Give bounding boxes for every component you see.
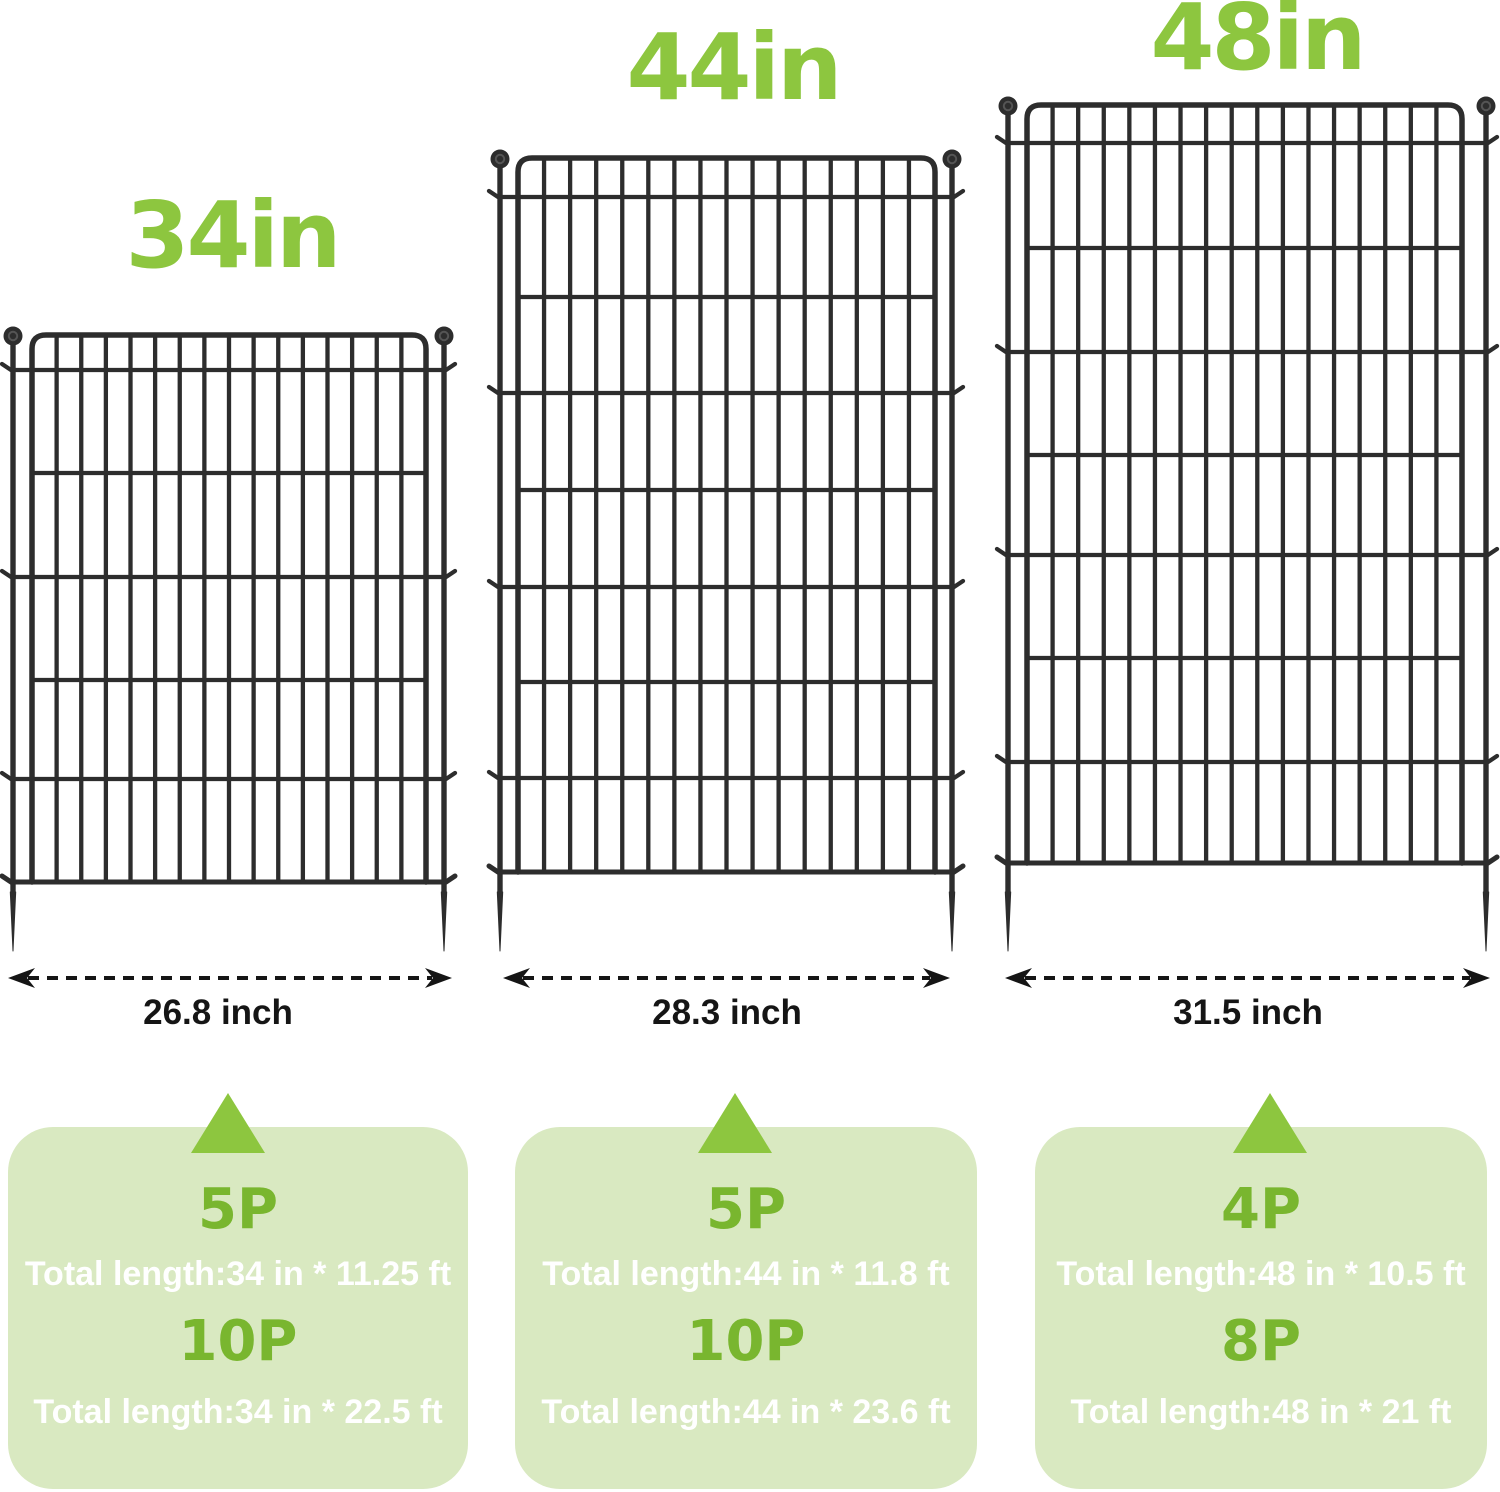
fence-panel-large xyxy=(994,96,1500,952)
ball-finial xyxy=(1476,96,1496,116)
ball-finial xyxy=(942,149,962,169)
pack-total-length: Total length:34 in * 22.5 ft xyxy=(33,1393,443,1431)
fence-panel-medium xyxy=(486,149,966,952)
arrowhead-left-icon xyxy=(503,968,530,988)
fence-width-label-small: 26.8 inch xyxy=(143,993,293,1032)
up-triangle-icon xyxy=(191,1093,265,1153)
pack-quantity: 10P xyxy=(178,1309,298,1374)
dimension-arrow xyxy=(1005,968,1490,988)
pack-total-length: Total length:48 in * 21 ft xyxy=(1070,1393,1452,1431)
fence-height-title-medium: 44in xyxy=(626,14,842,121)
dimension-arrow xyxy=(8,968,452,988)
pack-info-card-small: 5P Total length:34 in * 11.25 ft 10P Tot… xyxy=(8,1127,468,1489)
fence-height-title-large: 48in xyxy=(1150,0,1366,91)
fence-height-title-small: 34in xyxy=(125,182,341,289)
pack-quantity: 5P xyxy=(705,1177,786,1242)
fence-width-label-medium: 28.3 inch xyxy=(652,993,802,1032)
arrowhead-right-icon xyxy=(1463,968,1490,988)
pack-total-length: Total length:44 in * 11.8 ft xyxy=(542,1255,950,1293)
arrowhead-right-icon xyxy=(923,968,950,988)
pack-total-length: Total length:48 in * 10.5 ft xyxy=(1056,1255,1466,1293)
fence-width-label-large: 31.5 inch xyxy=(1173,993,1323,1032)
up-triangle-icon xyxy=(1233,1093,1307,1153)
pack-total-length: Total length:44 in * 23.6 ft xyxy=(541,1393,951,1431)
fence-panel-small xyxy=(0,326,458,952)
ball-finial xyxy=(998,96,1018,116)
arrowhead-left-icon xyxy=(1005,968,1032,988)
ball-finial xyxy=(434,326,454,346)
pack-info-card-medium: 5P Total length:44 in * 11.8 ft 10P Tota… xyxy=(515,1127,977,1489)
pack-quantity: 10P xyxy=(686,1309,806,1374)
ball-finial xyxy=(3,326,23,346)
arrowhead-left-icon xyxy=(8,968,35,988)
pack-total-length: Total length:34 in * 11.25 ft xyxy=(24,1255,452,1293)
pack-quantity: 5P xyxy=(197,1177,278,1242)
dimension-arrow xyxy=(503,968,950,988)
pack-info-card-large: 4P Total length:48 in * 10.5 ft 8P Total… xyxy=(1035,1127,1487,1489)
pack-quantity: 4P xyxy=(1220,1177,1301,1242)
up-triangle-icon xyxy=(698,1093,772,1153)
pack-quantity: 8P xyxy=(1220,1309,1301,1374)
arrowhead-right-icon xyxy=(425,968,452,988)
ball-finial xyxy=(490,149,510,169)
